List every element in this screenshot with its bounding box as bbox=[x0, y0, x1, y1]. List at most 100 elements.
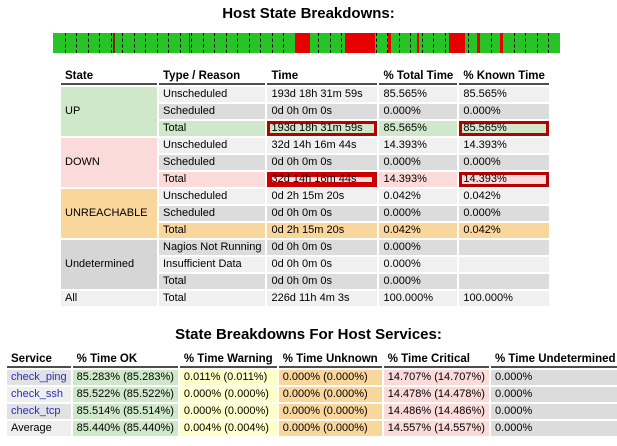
timeline-tick bbox=[64, 33, 66, 53]
timeline-tick bbox=[214, 33, 216, 53]
service-name-cell: Average bbox=[7, 421, 71, 436]
timeline-tick bbox=[87, 33, 89, 53]
time-cell: 32d 14h 16m 44s bbox=[267, 138, 378, 153]
total-time-cell: 100.000% bbox=[379, 291, 458, 306]
known-time-cell: 14.393% bbox=[459, 138, 550, 153]
table-row: Total 0d 2h 15m 20s 0.042% 0.042% bbox=[61, 223, 550, 238]
timeline-tick bbox=[260, 33, 262, 53]
time-cell: 32d 14h 16m 44s bbox=[267, 172, 378, 187]
timeline-tick bbox=[168, 33, 170, 53]
time-cell: 0d 0h 0m 0s bbox=[267, 206, 378, 221]
service-link[interactable]: check_tcp bbox=[11, 405, 61, 417]
total-time-cell: 0.042% bbox=[379, 223, 458, 238]
timeline-tick bbox=[525, 33, 527, 53]
service-name-cell: check_ssh bbox=[7, 387, 71, 402]
timeline-tick bbox=[283, 33, 285, 53]
time-ok-cell: 85.514% (85.514%) bbox=[72, 404, 178, 419]
host-down-segment bbox=[417, 33, 420, 53]
host-table-header: State Type / Reason Time% Total Time% Know… bbox=[61, 69, 550, 85]
known-time-cell: 85.565% bbox=[459, 87, 550, 102]
total-time-cell: 0.000% bbox=[379, 104, 458, 119]
state-cell: UP bbox=[61, 87, 157, 136]
table-row: All Total 226d 11h 4m 3s 100.000% 100.000% bbox=[61, 291, 550, 306]
time-undetermined-cell: 0.000% bbox=[490, 404, 617, 419]
state-cell: DOWN bbox=[61, 138, 157, 187]
total-time-cell: 0.000% bbox=[379, 257, 458, 272]
host-down-segment bbox=[294, 33, 311, 53]
host-table-body: UP Unscheduled 193d 18h 31m 59s 85.565% 85.5… bbox=[61, 87, 550, 306]
timeline-tick bbox=[237, 33, 239, 53]
service-link[interactable]: check_ping bbox=[11, 371, 67, 383]
timeline-tick bbox=[387, 33, 389, 53]
timeline-tick bbox=[433, 33, 435, 53]
state-cell: UNREACHABLE bbox=[61, 189, 157, 238]
known-time-cell bbox=[459, 274, 550, 289]
column-header: % Time OK bbox=[72, 352, 178, 368]
known-time-cell bbox=[459, 257, 550, 272]
known-time-cell: 0.000% bbox=[459, 104, 550, 119]
timeline-tick bbox=[133, 33, 135, 53]
time-undetermined-cell: 0.000% bbox=[490, 370, 617, 385]
time-undetermined-cell: 0.000% bbox=[490, 421, 617, 436]
total-time-cell: 85.565% bbox=[379, 87, 458, 102]
known-time-cell: 0.000% bbox=[459, 155, 550, 170]
total-time-cell: 0.000% bbox=[379, 240, 458, 255]
known-time-cell: 0.000% bbox=[459, 206, 550, 221]
time-critical-cell: 14.486% (14.486%) bbox=[383, 404, 489, 419]
time-warning-cell: 0.000% (0.000%) bbox=[179, 404, 277, 419]
table-row: Average 85.440% (85.440%) 0.004% (0.004%) 0… bbox=[7, 421, 617, 436]
column-header: % Known Time bbox=[459, 69, 550, 85]
host-state-trends-timeline[interactable] bbox=[53, 33, 560, 53]
timeline-tick bbox=[122, 33, 124, 53]
total-time-cell: 14.393% bbox=[379, 138, 458, 153]
host-down-segment bbox=[476, 33, 480, 53]
time-cell: 226d 11h 4m 3s bbox=[267, 291, 378, 306]
time-undetermined-cell: 0.000% bbox=[490, 387, 617, 402]
type-reason-cell: Total bbox=[159, 121, 266, 136]
time-cell: 193d 18h 31m 59s bbox=[267, 87, 378, 102]
time-cell: 0d 2h 15m 20s bbox=[267, 189, 378, 204]
timeline-tick bbox=[467, 33, 469, 53]
time-cell: 0d 0h 0m 0s bbox=[267, 155, 378, 170]
type-reason-cell: Total bbox=[159, 223, 266, 238]
host-down-segment bbox=[388, 33, 392, 53]
timeline-tick bbox=[225, 33, 227, 53]
state-cell: All bbox=[61, 291, 157, 306]
type-reason-cell: Total bbox=[159, 172, 266, 187]
table-row: Scheduled 0d 0h 0m 0s 0.000% 0.000% bbox=[61, 155, 550, 170]
type-reason-cell: Total bbox=[159, 274, 266, 289]
type-reason-cell: Scheduled bbox=[159, 155, 266, 170]
type-reason-cell: Scheduled bbox=[159, 104, 266, 119]
column-header: Service bbox=[7, 352, 71, 368]
service-link[interactable]: check_ssh bbox=[11, 388, 63, 400]
time-critical-cell: 14.707% (14.707%) bbox=[383, 370, 489, 385]
header-row: State Type / Reason Time% Total Time% Know… bbox=[61, 69, 550, 85]
table-row: Scheduled 0d 0h 0m 0s 0.000% 0.000% bbox=[61, 104, 550, 119]
column-header: % Time Unknown bbox=[278, 352, 382, 368]
timeline-tick bbox=[156, 33, 158, 53]
table-row: UNREACHABLE Unscheduled 0d 2h 15m 20s 0.042… bbox=[61, 189, 550, 238]
table-row: Total 193d 18h 31m 59s 85.565% 85.565% bbox=[61, 121, 550, 136]
known-time-cell: 100.000% bbox=[459, 291, 550, 306]
timeline-tick bbox=[444, 33, 446, 53]
timeline-tick bbox=[145, 33, 147, 53]
type-reason-cell: Unscheduled bbox=[159, 87, 266, 102]
table-row: Scheduled 0d 0h 0m 0s 0.000% 0.000% bbox=[61, 206, 550, 221]
time-unknown-cell: 0.000% (0.000%) bbox=[278, 370, 382, 385]
services-table-header: Service% Time OK% Time Warning% Time Unk… bbox=[7, 352, 617, 368]
host-down-segment bbox=[188, 33, 191, 53]
table-row: Insufficient Data 0d 0h 0m 0s 0.000% bbox=[61, 257, 550, 272]
known-time-cell: 0.042% bbox=[459, 189, 550, 204]
host-down-segment bbox=[112, 33, 115, 53]
total-time-cell: 0.000% bbox=[379, 206, 458, 221]
time-cell: 193d 18h 31m 59s bbox=[267, 121, 378, 136]
total-time-cell: 14.393% bbox=[379, 172, 458, 187]
host-down-segment bbox=[345, 33, 375, 53]
header-row: Service% Time OK% Time Warning% Time Unk… bbox=[7, 352, 617, 368]
column-header: Time bbox=[267, 69, 378, 85]
total-time-cell: 0.042% bbox=[379, 189, 458, 204]
time-critical-cell: 14.478% (14.478%) bbox=[383, 387, 489, 402]
timeline-tick bbox=[548, 33, 550, 53]
column-header: % Time Undetermined bbox=[490, 352, 617, 368]
timeline-tick bbox=[329, 33, 331, 53]
